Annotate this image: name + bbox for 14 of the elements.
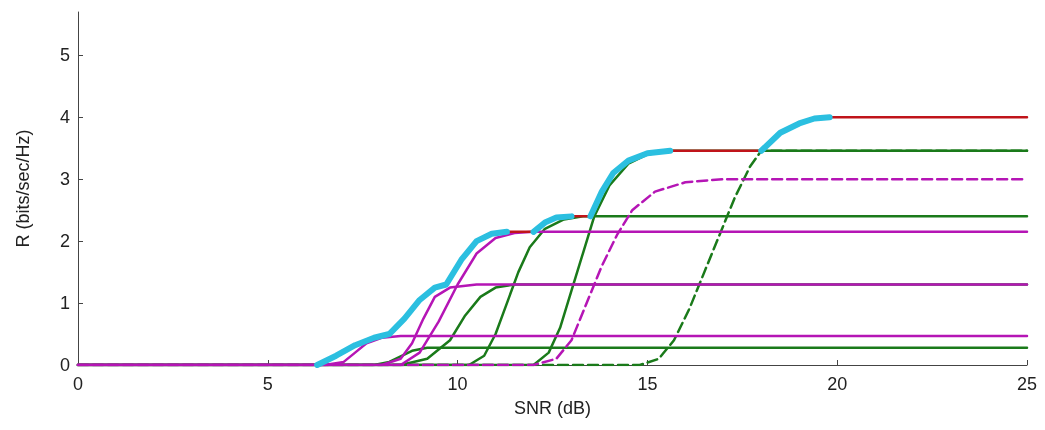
y-tick-label: 1	[59, 293, 70, 314]
x-tick-label: 0	[72, 374, 84, 394]
y-tick-label: 4	[59, 107, 70, 128]
x-tick-label: 25	[1016, 374, 1038, 394]
x-tick-label: 20	[827, 374, 848, 394]
x-tick-label: 10	[447, 374, 468, 394]
y-tick-label: 3	[59, 169, 70, 190]
y-axis-title: R (bits/sec/Hz)	[13, 129, 33, 248]
x-tick-label: 15	[637, 374, 658, 394]
x-tick-label: 5	[262, 374, 273, 394]
y-tick-label: 5	[59, 45, 70, 66]
y-tick-label: 0	[59, 355, 70, 375]
x-axis-title: SNR (dB)	[513, 398, 592, 418]
y-tick-label: 2	[59, 231, 70, 252]
